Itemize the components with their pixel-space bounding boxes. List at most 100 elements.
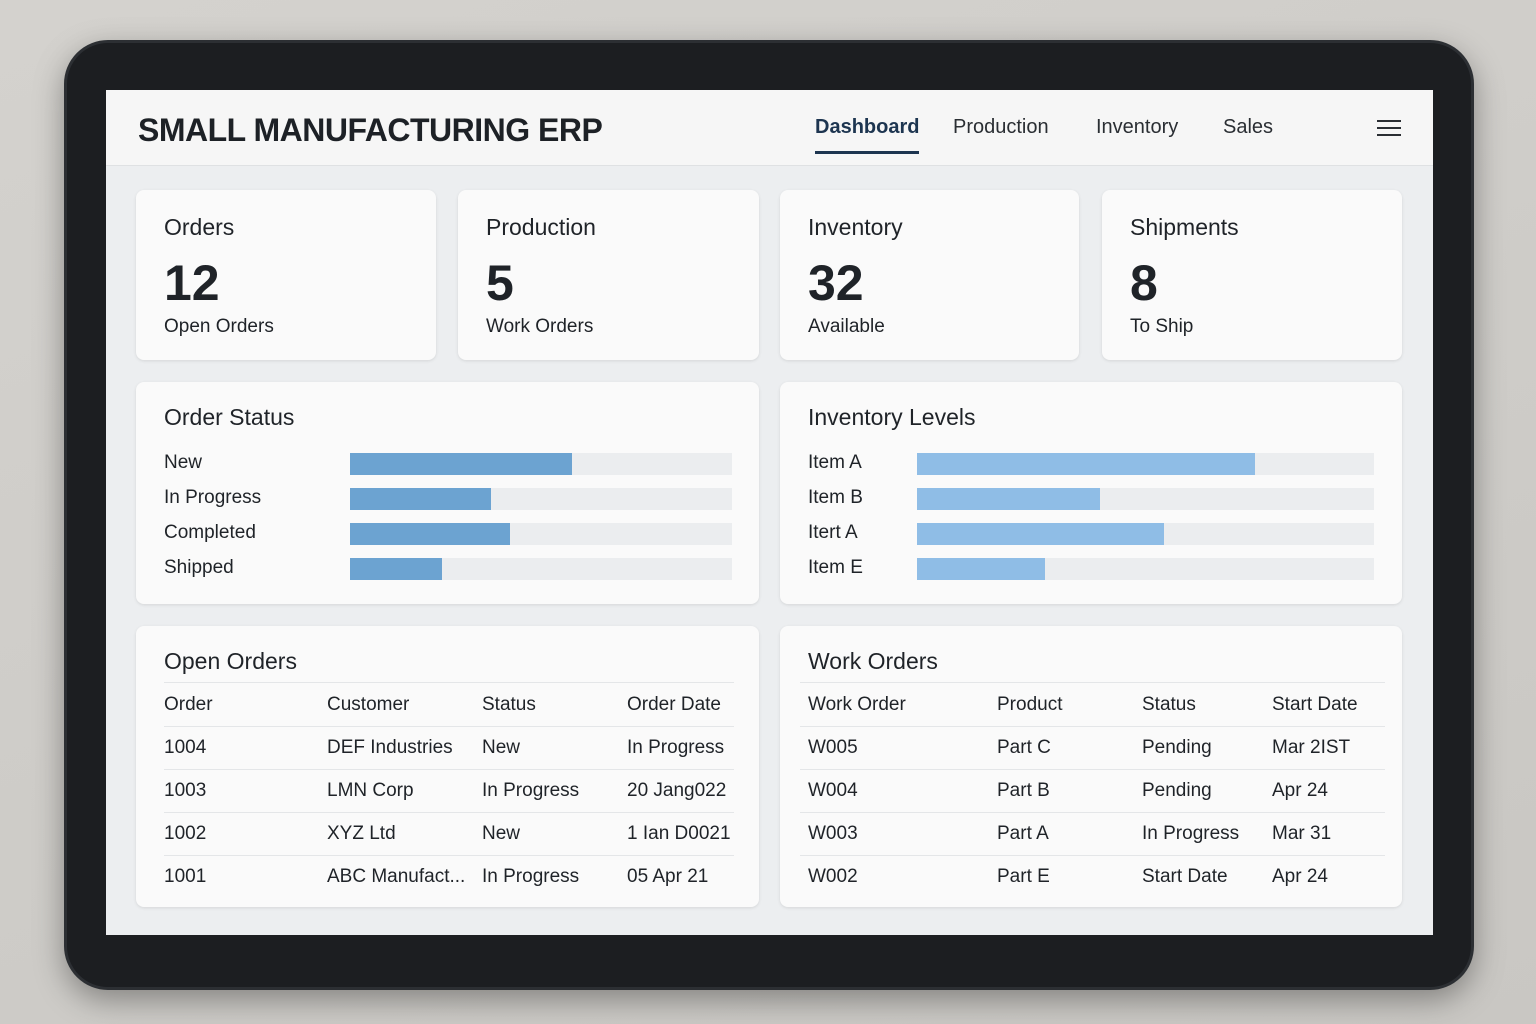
kpi-subtitle: Work Orders xyxy=(486,316,594,337)
bar-label: In Progress xyxy=(164,487,262,508)
table-cell: 1002 xyxy=(164,812,327,856)
column-header[interactable]: Order xyxy=(164,682,327,727)
table-cell: In Progress xyxy=(482,769,627,813)
kpi-card-inventory[interactable]: Inventory 32 Available xyxy=(780,190,1079,360)
table-cell: DEF Industries xyxy=(327,726,482,770)
kpi-value: 5 xyxy=(486,255,514,311)
nav-inventory[interactable]: Inventory xyxy=(1096,116,1179,138)
hamburger-menu-icon[interactable] xyxy=(1377,120,1401,136)
kpi-subtitle: Open Orders xyxy=(164,316,274,337)
table-cell: In Progress xyxy=(482,866,580,888)
table-cell: Apr 24 xyxy=(1272,769,1385,813)
table-cell: Mar 2IST xyxy=(1272,726,1385,770)
bar-track xyxy=(917,453,1374,475)
inventory-levels-card: Inventory Levels Item A Item B Itert A I… xyxy=(780,382,1402,604)
kpi-label: Orders xyxy=(164,214,235,240)
bar-label: Itert A xyxy=(808,522,858,543)
app-title: SMALL MANUFACTURING ERP xyxy=(138,112,603,148)
screen: SMALL MANUFACTURING ERP Dashboard Produc… xyxy=(106,90,1433,935)
column-header[interactable]: Customer xyxy=(327,682,482,727)
table-row[interactable]: 1003 LMN Corp In Progress 20 Jang022 xyxy=(164,769,734,813)
kpi-card-production[interactable]: Production 5 Work Orders xyxy=(458,190,759,360)
table-row[interactable]: 1002 XYZ Ltd New 1 Ian D0021 xyxy=(164,812,734,856)
bar-fill xyxy=(917,453,1256,475)
open-orders-table: Order Customer Status Order Date 1004 DEF Ind… xyxy=(164,682,734,899)
table-cell: Pending xyxy=(1142,726,1272,770)
open-orders-card: Open Orders Order Customer Status Order Dat… xyxy=(136,626,759,907)
column-header[interactable]: Status xyxy=(482,682,627,727)
kpi-value: 32 xyxy=(808,255,864,311)
table-cell: Part B xyxy=(997,769,1142,813)
kpi-card-shipments[interactable]: Shipments 8 To Ship xyxy=(1102,190,1402,360)
nav-dashboard[interactable]: Dashboard xyxy=(815,116,920,154)
table-row[interactable]: W002 Part E Start Date Apr 24 xyxy=(800,856,1385,899)
table-cell: Mar 31 xyxy=(1272,812,1385,856)
kpi-label: Inventory xyxy=(808,214,903,240)
table-cell: XYZ Ltd xyxy=(327,812,482,856)
kpi-subtitle: Available xyxy=(808,316,885,337)
table-row[interactable]: W003 Part A In Progress Mar 31 xyxy=(800,812,1385,856)
bar-fill xyxy=(350,453,572,475)
column-header[interactable]: Product xyxy=(997,682,1142,727)
table-row[interactable]: 1004 DEF Industries New In Progress xyxy=(164,726,734,770)
bar-fill xyxy=(917,558,1045,580)
bar-track xyxy=(350,488,732,510)
bar-track xyxy=(917,558,1374,580)
kpi-card-orders[interactable]: Orders 12 Open Orders xyxy=(136,190,436,360)
table-cell: 1004 xyxy=(164,726,327,770)
table-cell: LMN Corp xyxy=(327,769,482,813)
bar-fill xyxy=(350,523,511,545)
bar-label: Completed xyxy=(164,522,256,543)
table-cell: W002 xyxy=(808,866,858,888)
table-cell: Pending xyxy=(1142,769,1272,813)
card-title: Open Orders xyxy=(164,648,297,674)
table-cell: W004 xyxy=(800,769,997,813)
table-row[interactable]: W005 Part C Pending Mar 2IST xyxy=(800,726,1385,770)
table-cell: 05 Apr 21 xyxy=(627,866,709,888)
bar-track xyxy=(917,488,1374,510)
table-cell: 1001 xyxy=(164,866,207,888)
table-cell: W005 xyxy=(800,726,997,770)
kpi-label: Shipments xyxy=(1130,214,1239,240)
bar-fill xyxy=(917,488,1100,510)
bar-label: Item B xyxy=(808,487,863,508)
column-header[interactable]: Start Date xyxy=(1272,682,1385,727)
table-cell: Part E xyxy=(997,866,1050,888)
table-cell: Part A xyxy=(997,812,1142,856)
kpi-label: Production xyxy=(486,214,596,240)
table-cell: In Progress xyxy=(1142,812,1272,856)
card-title: Inventory Levels xyxy=(808,404,976,430)
bar-track xyxy=(350,558,732,580)
table-cell: In Progress xyxy=(627,726,734,770)
bar-label: Item E xyxy=(808,557,863,578)
table-row[interactable]: W004 Part B Pending Apr 24 xyxy=(800,769,1385,813)
nav-production[interactable]: Production xyxy=(953,116,1049,138)
work-orders-table: Work Order Product Status Start Date W005 Par… xyxy=(800,682,1385,899)
order-status-card: Order Status New In Progress Completed S… xyxy=(136,382,759,604)
card-title: Order Status xyxy=(164,404,295,430)
bar-label: Item A xyxy=(808,452,862,473)
table-cell: W003 xyxy=(800,812,997,856)
column-header[interactable]: Work Order xyxy=(800,682,997,727)
table-cell: New xyxy=(482,812,627,856)
kpi-subtitle: To Ship xyxy=(1130,316,1194,337)
table-cell: New xyxy=(482,726,627,770)
work-orders-card: Work Orders Work Order Product Status Start… xyxy=(780,626,1402,907)
bar-label: New xyxy=(164,452,203,473)
table-cell: 20 Jang022 xyxy=(627,769,734,813)
bar-track xyxy=(917,523,1374,545)
column-header[interactable]: Status xyxy=(1142,682,1272,727)
table-row[interactable]: 1001 ABC Manufact... In Progress 05 Apr 21 xyxy=(164,856,734,899)
kpi-value: 8 xyxy=(1130,255,1158,311)
bar-track xyxy=(350,523,732,545)
bar-track xyxy=(350,453,732,475)
table-cell: Start Date xyxy=(1142,866,1228,888)
card-title: Work Orders xyxy=(808,648,938,674)
kpi-value: 12 xyxy=(164,255,220,311)
table-cell: Part C xyxy=(997,726,1142,770)
nav-sales[interactable]: Sales xyxy=(1223,116,1274,138)
bar-label: Shipped xyxy=(164,557,234,578)
table-cell: 1 Ian D0021 xyxy=(627,812,734,856)
column-header[interactable]: Order Date xyxy=(627,682,734,727)
table-header-row: Work Order Product Status Start Date xyxy=(800,682,1385,727)
